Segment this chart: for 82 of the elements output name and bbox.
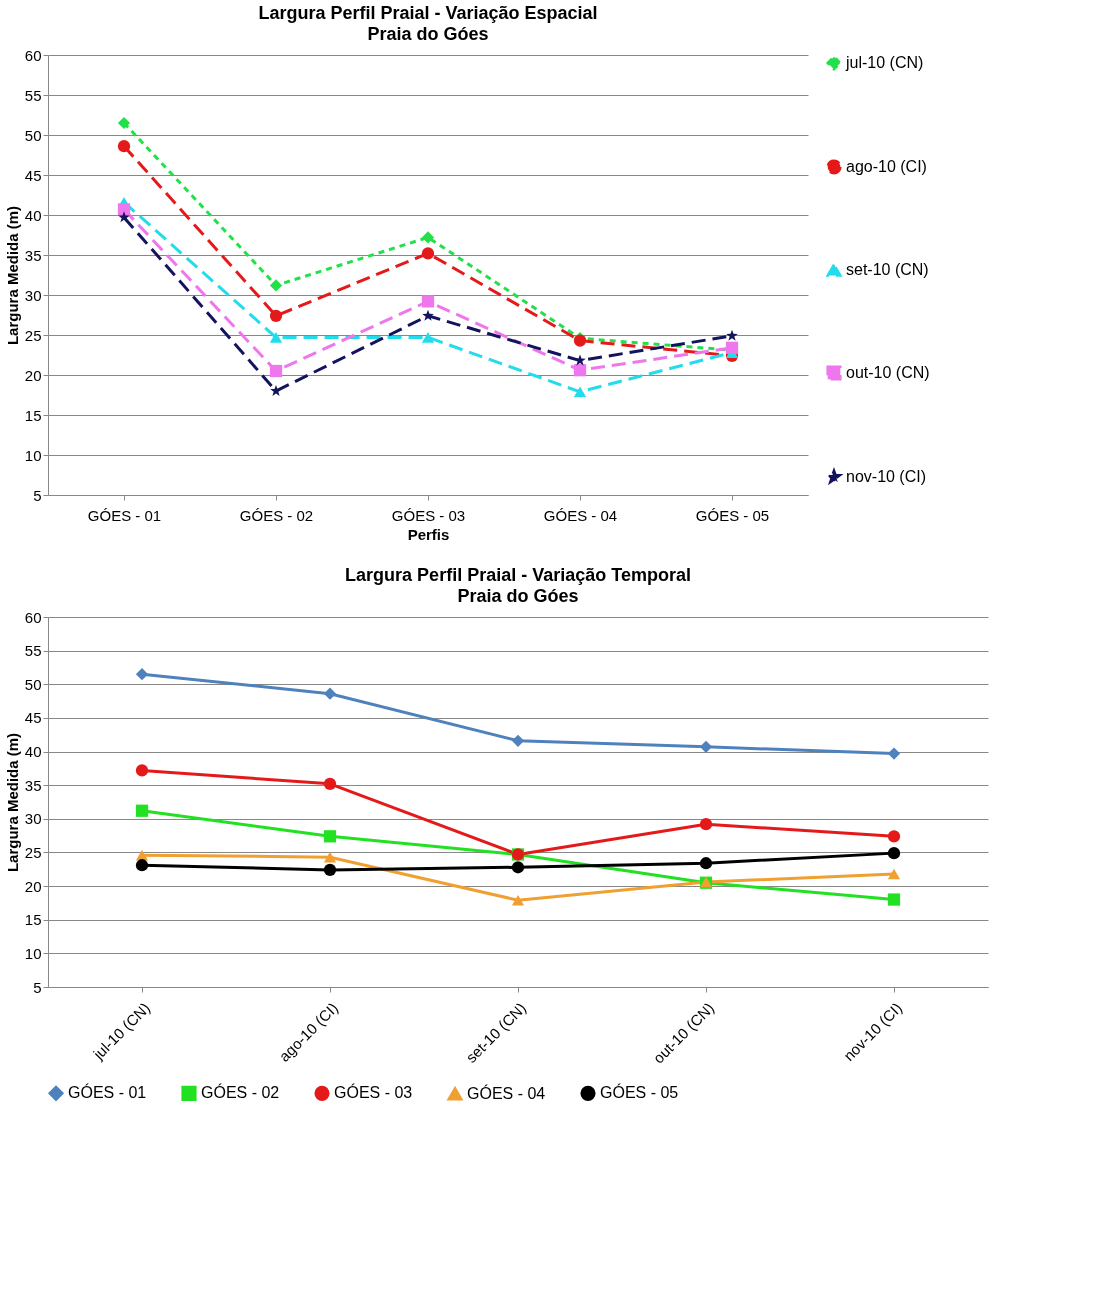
y-tick-label: 30 [24,286,42,304]
legend-label: GÓES - 05 [600,1083,679,1102]
point [269,279,283,292]
y-tick-label: 30 [24,810,42,828]
x-axis-title: Perfis [407,525,450,543]
point [511,734,525,747]
legend-label: jul-10 (CN) [845,54,924,71]
point [323,687,337,700]
y-tick-label: 25 [24,843,42,861]
point [421,247,435,260]
y-tick-label: 15 [24,911,42,929]
y-tick-label: 5 [33,486,42,504]
point [269,332,283,343]
y-axis-title: Largura Medida (m) [3,732,21,873]
point [118,211,130,223]
y-tick-label: 10 [24,944,42,962]
point [422,309,434,321]
point [135,668,149,681]
point [117,116,131,130]
x-tick-label: GÓES - 01 [87,506,162,524]
legend-label: nov-10 (CI) [846,468,927,485]
y-tick-label: 55 [24,642,42,660]
chart-title: Largura Perfil Praial - Variação Espacial [258,3,598,23]
point [511,894,525,906]
point [421,295,435,308]
y-tick-label: 45 [24,166,42,184]
point [323,777,337,790]
y-tick-label: 15 [24,406,42,424]
y-tick-label: 50 [24,675,42,693]
y-tick-label: 25 [24,326,42,344]
legend-label: GÓES - 02 [201,1083,280,1102]
point [887,893,901,906]
legend-label: out-10 (CN) [846,364,930,381]
x-tick-label: GÓES - 05 [695,506,770,524]
point [421,231,435,244]
point [323,830,337,843]
point [573,364,587,377]
point [699,740,713,753]
chart-title: Largura Perfil Praial - Variação Temporal [345,565,691,585]
point [135,764,149,777]
y-tick-label: 10 [24,446,42,464]
point [887,747,901,760]
y-tick-label: 45 [24,709,42,727]
point [135,804,149,817]
y-tick-label: 35 [24,246,42,264]
y-tick-label: 20 [24,877,42,895]
y-axis-title: Largura Medida (m) [3,205,21,346]
y-tick-label: 60 [24,46,42,64]
point [135,859,149,872]
point [573,386,587,398]
y-tick-label: 40 [24,206,42,224]
point [726,329,738,341]
y-tick-label: 40 [24,743,42,761]
chart-subtitle: Praia do Góes [367,24,489,44]
y-tick-label: 20 [24,366,42,384]
point [269,364,283,378]
x-tick-label: GÓES - 02 [239,506,314,524]
y-tick-label: 35 [24,776,42,794]
point [270,384,282,396]
point [269,309,283,322]
point [887,830,901,843]
y-tick-label: 5 [33,978,42,996]
legend-label: GÓES - 03 [334,1083,413,1102]
point [323,863,337,877]
point [117,140,131,153]
point [323,851,337,863]
point [699,818,713,831]
chart-subtitle: Praia do Góes [457,586,579,606]
x-tick-label: GÓES - 04 [543,506,618,524]
point [887,847,901,860]
legend-label: set-10 (CN) [846,261,929,278]
legend-label: GÓES - 04 [467,1083,546,1102]
x-tick-label: GÓES - 03 [391,506,466,524]
legend-label: GÓES - 01 [68,1083,147,1102]
point [511,861,525,874]
y-tick-label: 60 [24,608,42,626]
point [421,332,435,343]
point [887,868,901,880]
point [699,857,713,870]
y-tick-label: 50 [24,126,42,144]
legend-label: ago-10 (CI) [846,158,927,175]
y-tick-label: 55 [24,86,42,104]
